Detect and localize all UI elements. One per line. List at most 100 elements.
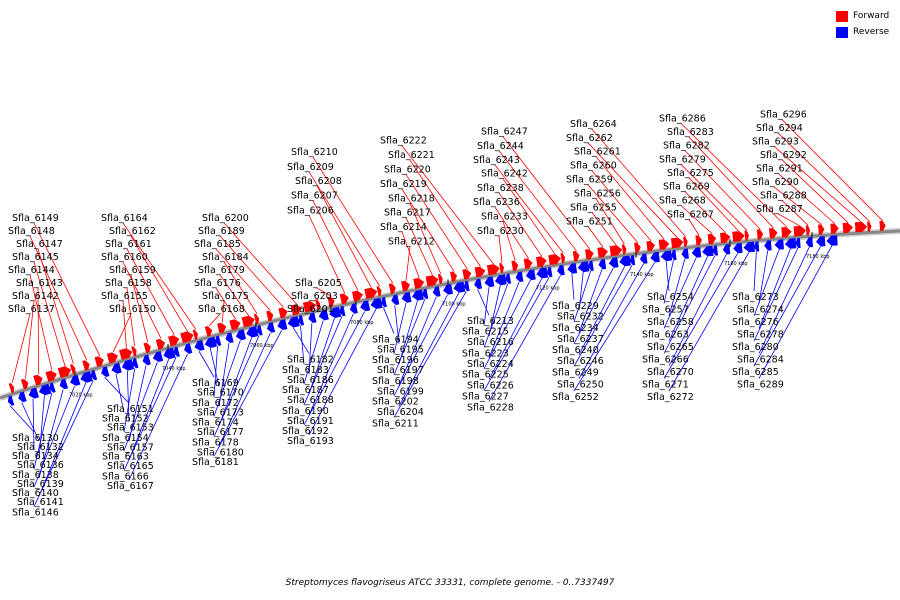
reverse-gene-label: Sfla_6232 [557,312,604,323]
reverse-leader [123,368,136,433]
reverse-gene-arrow [764,240,772,251]
forward-gene-arrow [155,338,166,350]
forward-gene-arrow [388,283,396,294]
forward-leader [680,164,748,231]
reverse-gene-arrow [712,245,718,256]
reverse-gene-label: Sfla_6271 [642,380,689,391]
reverse-gene-arrow [142,354,151,366]
forward-gene-label: Sfla_6243 [473,155,520,166]
reverse-leader [115,373,125,413]
reverse-gene-arrow [412,289,424,301]
forward-gene-label: Sfla_6184 [202,252,249,263]
forward-gene-label: Sfla_6207 [291,191,338,202]
reverse-gene-label: Sfla_6216 [467,337,514,348]
forward-gene-label: Sfla_6233 [481,212,528,223]
forward-gene-label: Sfla_6283 [667,127,714,138]
reverse-gene-arrow [204,336,217,348]
reverse-gene-label: Sfla_6139 [17,479,64,490]
reverse-gene-arrow [774,239,784,250]
forward-gene-arrow [707,233,717,245]
reverse-gene-label: Sfla_6190 [282,406,329,417]
reverse-gene-label: Sfla_6174 [192,417,239,428]
reverse-leader [758,248,791,329]
forward-leader [498,192,543,257]
forward-gene-arrow [486,264,500,276]
reverse-leader [213,329,283,457]
forward-leader [498,235,503,263]
forward-gene-label: Sfla_6217 [384,207,431,218]
forward-gene-arrow [180,331,194,343]
forward-gene-arrow [94,356,104,367]
forward-gene-label: Sfla_6262 [566,133,613,144]
forward-leader [37,248,74,365]
reverse-gene-label: Sfla_6215 [462,327,509,338]
reverse-gene-arrow [49,382,56,393]
reverse-leader [303,316,343,405]
forward-leader [29,235,88,361]
forward-gene-arrow [793,225,806,237]
forward-gene-label: Sfla_6275 [667,168,714,179]
reverse-gene-arrow [28,387,39,399]
reverse-gene-label: Sfla_6154 [102,433,149,444]
forward-leader [112,313,132,353]
reverse-gene-label: Sfla_6192 [282,426,329,437]
forward-leader [773,186,822,225]
forward-leader [684,191,726,233]
forward-gene-arrow [266,310,274,322]
reverse-leader [483,280,531,369]
forward-gene-arrow [315,299,321,310]
reverse-leader [33,380,94,507]
forward-gene-label: Sfla_6144 [8,265,55,276]
forward-gene-label: Sfla_6210 [291,147,338,158]
reverse-leader [483,283,509,348]
reverse-leader [33,392,53,470]
reverse-leader [32,398,35,450]
forward-leader [316,287,332,297]
forward-gene-arrow [327,296,335,307]
forward-gene-arrow [143,342,151,353]
reverse-leader [123,362,158,451]
reverse-leader [665,261,670,292]
legend-forward-label: Forward [853,11,890,21]
reverse-gene-label: Sfla_6266 [642,355,689,366]
reverse-gene-label: Sfla_6257 [642,305,689,316]
reverse-gene-label: Sfla_6240 [552,345,599,356]
reverse-leader [668,252,750,392]
reverse-gene-arrow [536,267,549,279]
forward-leader [777,132,870,222]
reverse-gene-arrow [184,343,193,354]
forward-gene-label: Sfla_6145 [12,252,59,263]
forward-gene-label: Sfla_6261 [574,147,621,158]
forward-gene-label: Sfla_6236 [473,197,520,208]
forward-gene-label: Sfla_6158 [105,278,152,289]
reverse-leader [753,251,757,292]
forward-gene-label: Sfla_6208 [295,176,342,187]
reverse-gene-label: Sfla_6226 [467,380,514,391]
reverse-gene-label: Sfla_6265 [647,342,694,353]
forward-gene-arrow [253,313,260,325]
scale-tick-label: 7120 kbp [536,285,560,291]
forward-leader [595,156,665,240]
reverse-gene-label: Sfla_6132 [17,442,64,453]
reverse-gene-arrow [90,370,98,381]
reverse-gene-arrow [650,251,660,263]
genome-backbone [0,229,900,400]
reverse-gene-arrow [370,298,383,309]
forward-leader [494,164,564,254]
reverse-leader [398,296,437,386]
forward-gene-arrow [560,253,566,264]
forward-gene-label: Sfla_6168 [198,304,245,315]
forward-gene-arrow [33,374,43,386]
forward-gene-arrow [523,258,533,269]
forward-leader [33,261,66,367]
reverse-gene-arrow [287,316,300,328]
reverse-gene-label: Sfla_6263 [642,330,689,341]
forward-leader [25,300,35,379]
reverse-gene-arrow [639,253,648,264]
reverse-gene-arrow [349,303,358,314]
reverse-gene-arrow [753,241,760,252]
reverse-gene-label: Sfla_6193 [287,436,334,447]
forward-leader [502,178,556,255]
forward-gene-label: Sfla_6220 [384,165,431,176]
forward-gene-arrow [854,221,868,233]
